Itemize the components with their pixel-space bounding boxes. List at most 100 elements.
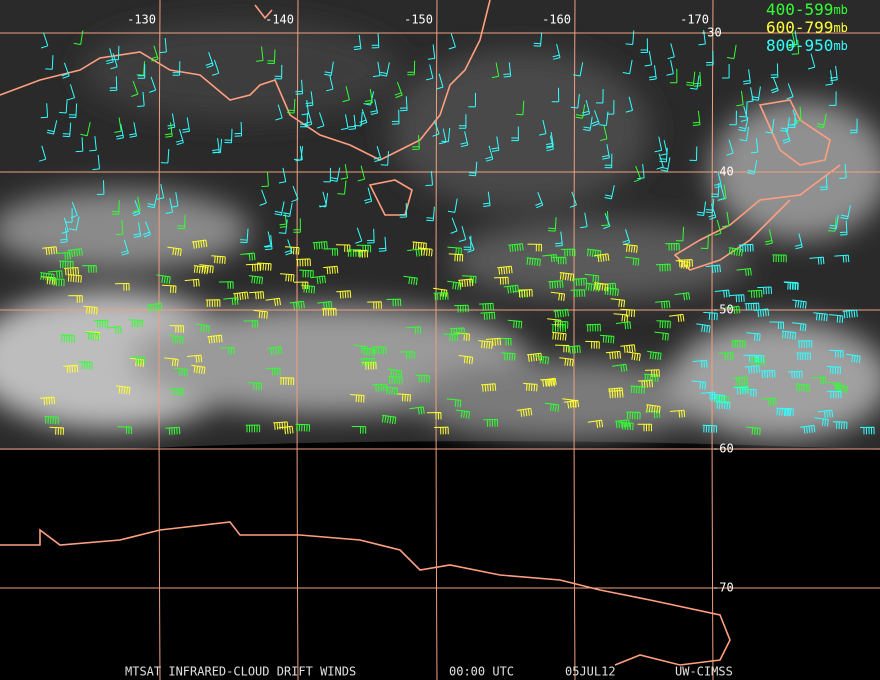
latitude-label: -40 [712,165,734,179]
wind-barb [106,326,122,335]
coastlines [0,0,841,666]
wind-barb [264,235,273,251]
wind-barb [47,270,63,279]
wind-barb [207,334,223,344]
wind-barb [67,248,83,258]
wind-barb [819,175,828,191]
wind-barb [387,368,403,378]
graticule-labels: -130 -140 -150 -160 -170-30 -40 -50 -60 -70 [127,13,734,595]
wind-barb [447,198,458,213]
wind-barb [601,282,617,291]
wind-barb [811,376,827,385]
legend-entry: 600-799mb [766,18,848,37]
wind-barb [406,326,422,335]
wind-barb [415,374,430,383]
wind-barb [458,114,467,129]
wind-barb [667,43,675,60]
wind-barb [147,302,163,312]
wind-barb [746,87,754,103]
wind-barb [648,65,657,81]
wind-barb [114,117,122,133]
wind-barb [59,99,68,114]
wind-barb [586,323,601,332]
wind-barb [60,334,76,343]
wind-barb [379,62,390,77]
wind-barb [371,33,380,49]
wind-barb [199,264,214,274]
wind-barb [117,426,133,435]
wind-barb [827,381,842,391]
wind-barb [403,275,418,286]
wind-barb [353,34,362,51]
wind-barb [764,229,773,246]
wind-barb [324,61,334,76]
wind-barb [187,354,203,363]
wind-barb [829,349,844,358]
wind-barb [161,284,177,294]
wind-barb [463,235,472,251]
wind-barb [840,205,851,220]
wind-barb [248,275,264,285]
wind-barb [570,94,580,109]
wind-barb [462,275,477,284]
wind-barb [132,200,141,217]
wind-barb [645,369,660,378]
wind-barb [42,246,58,255]
wind-barb [372,61,381,78]
wind-barb [702,424,718,433]
wind-barb [425,64,434,81]
legend-unit: mb [833,21,847,35]
wind-barb [700,391,716,400]
wind-barb [361,361,377,370]
wind-barb [493,276,509,285]
wind-barb [409,406,425,415]
wind-barb [433,287,448,298]
wind-barb [749,354,765,363]
wind-barb [624,256,640,266]
wind-barb [159,38,167,54]
wind-barb [722,64,730,79]
wind-barb [544,402,560,412]
wind-barb [655,300,671,309]
wind-barb [728,247,744,257]
wind-barb [859,426,875,435]
wind-barb [284,246,300,255]
wind-barb [318,192,329,208]
wind-barb [130,356,145,365]
wind-barb [63,364,79,374]
wind-barb [729,294,745,303]
wind-barb [439,128,447,145]
wind-barb [347,249,362,257]
longitude-label: -150 [404,13,433,27]
wind-barb [340,164,349,180]
wind-barb [714,219,722,236]
wind-barb [412,135,420,150]
longitude-label: -140 [265,13,294,27]
wind-barb [594,253,610,263]
wind-barb [224,128,233,144]
wind-barb [692,110,701,126]
wind-barb [223,297,239,306]
wind-barb [160,148,170,164]
wind-barb [747,160,758,175]
wind-barb [350,394,365,403]
wind-barb [516,407,533,417]
footer-text: MTSAT INFRARED-CLOUD DRIFT WINDS [125,665,356,679]
wind-barb [686,71,696,87]
wind-barb [813,312,828,322]
wind-barb [182,117,190,133]
wind-barb [552,43,561,60]
wind-barb [569,191,577,208]
wind-barb [450,217,458,234]
wind-barb [738,243,754,253]
wind-barb [249,291,265,300]
meridian [711,0,714,680]
wind-barb [170,192,179,208]
longitude-label: -170 [680,13,709,27]
wind-barb [839,220,848,236]
wind-barb [433,292,449,301]
wind-barb [548,280,564,289]
wind-barb [149,76,157,93]
wind-barb [301,99,309,116]
